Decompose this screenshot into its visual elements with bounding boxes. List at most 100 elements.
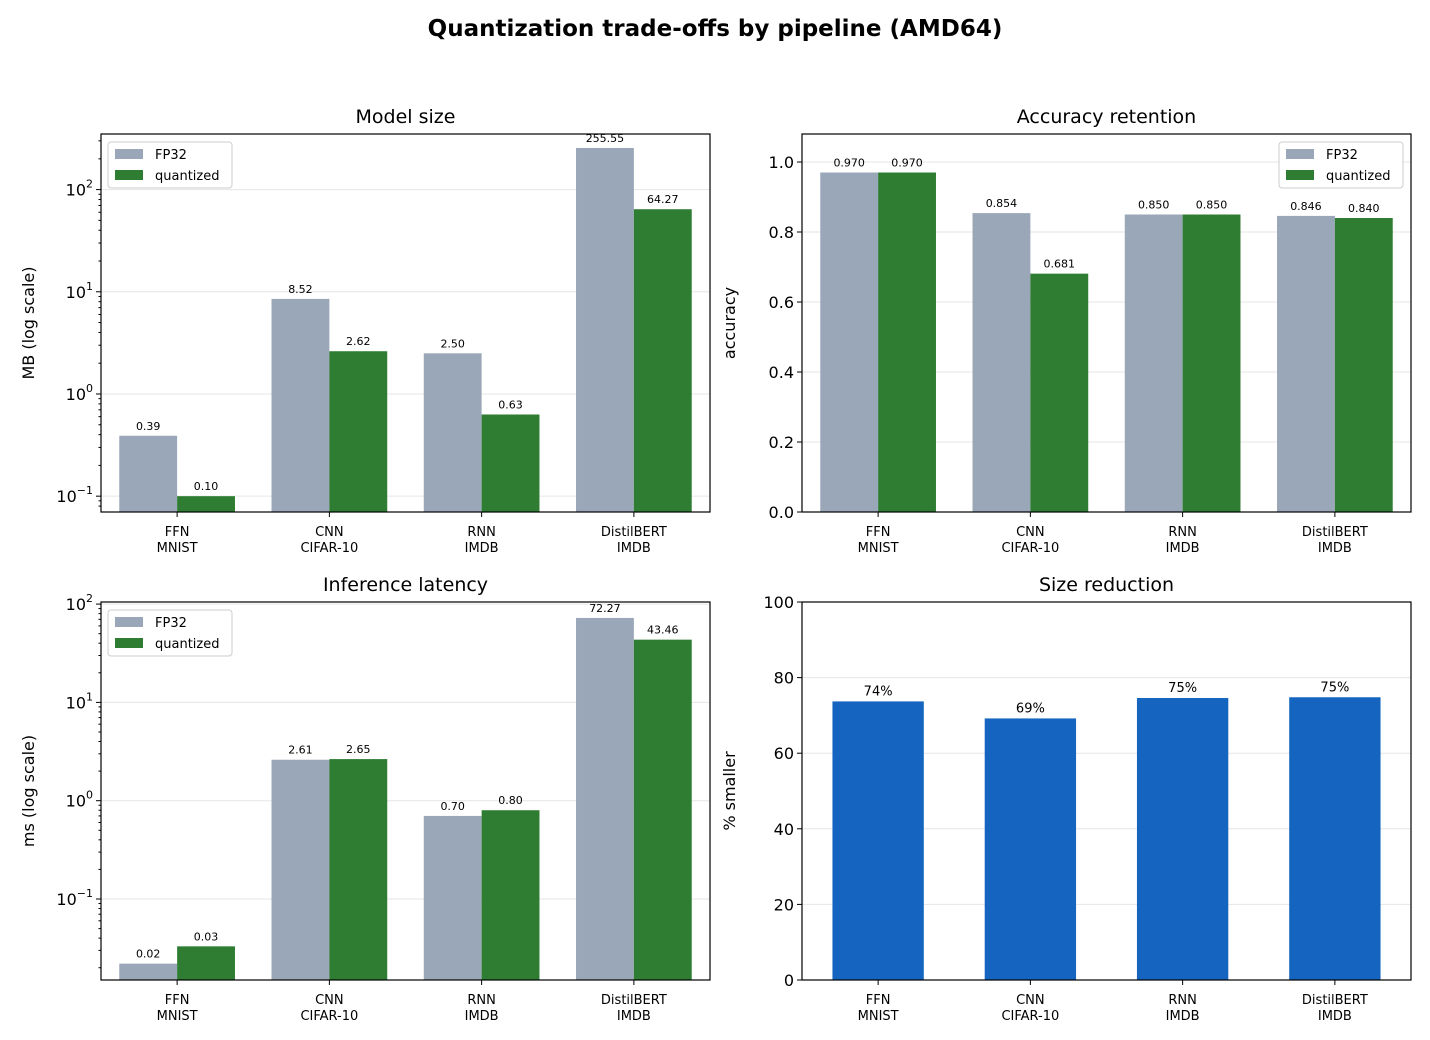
- legend: FP32 quantized: [107, 141, 233, 189]
- y-tick-label-exponent: 0: [86, 789, 93, 802]
- bar: [329, 351, 388, 512]
- bar: [481, 810, 540, 980]
- bar: [1334, 218, 1393, 512]
- axes-frame: [100, 133, 711, 513]
- bar: [119, 435, 178, 512]
- y-tick-label-base: 10: [66, 385, 86, 404]
- x-tick-label-model: CNN: [315, 525, 344, 540]
- subplot-title: Inference latency: [323, 574, 488, 596]
- y-tick-label: 100: [66, 382, 93, 404]
- axes-frame: [801, 601, 1412, 981]
- data-label: 255.55: [586, 132, 625, 145]
- data-label: 0.70: [440, 800, 465, 813]
- data-label: 0.854: [986, 197, 1018, 210]
- axes-frame: [801, 133, 1412, 513]
- y-tick-label: 0.4: [769, 363, 794, 382]
- y-tick-label: 0.8: [769, 223, 794, 242]
- data-label: 0.970: [891, 157, 923, 170]
- data-label: 2.65: [346, 743, 371, 756]
- figure-title: Quantization trade-offs by pipeline (AMD…: [427, 16, 1003, 42]
- x-tick-label-model: RNN: [1168, 993, 1196, 1008]
- x-tick-label-model: DistilBERT: [601, 525, 667, 540]
- legend: FP32 quantized: [1278, 141, 1404, 189]
- bar: [119, 963, 178, 980]
- y-axis-label: ms (log scale): [19, 735, 38, 847]
- x-tick-label-dataset: MNIST: [858, 1009, 899, 1024]
- x-tick-label-model: DistilBERT: [601, 993, 667, 1008]
- x-tick-label-dataset: IMDB: [1166, 1009, 1200, 1024]
- bar: [423, 353, 482, 512]
- bar: [633, 639, 692, 980]
- y-tick-label: 100: [66, 789, 93, 811]
- y-tick-label-base: 10: [66, 283, 86, 302]
- bar: [1182, 214, 1241, 512]
- y-axis-label: accuracy: [720, 287, 739, 359]
- x-tick-label-dataset: IMDB: [1318, 541, 1352, 556]
- bar: [984, 718, 1077, 980]
- data-label: 0.850: [1196, 199, 1228, 212]
- bar: [177, 946, 235, 980]
- x-tick-label-dataset: CIFAR-10: [1001, 541, 1059, 556]
- bar: [177, 496, 235, 512]
- bar: [329, 759, 388, 980]
- y-axis-label: MB (log scale): [19, 266, 38, 379]
- y-tick-label-exponent: 1: [86, 280, 93, 293]
- data-label: 0.846: [1290, 200, 1322, 213]
- legend-label: quantized: [1326, 169, 1390, 184]
- y-tick-label: 0: [784, 971, 794, 990]
- x-tick-label-dataset: MNIST: [157, 541, 198, 556]
- data-label: 0.03: [194, 930, 219, 943]
- x-tick-label-model: DistilBERT: [1302, 525, 1368, 540]
- bar: [271, 759, 330, 980]
- x-tick-label-dataset: IMDB: [1318, 1009, 1352, 1024]
- x-tick-label-model: FFN: [866, 993, 891, 1008]
- data-label: 69%: [1016, 701, 1045, 716]
- y-tick-label-exponent: 0: [86, 382, 93, 395]
- y-tick-label: 100: [763, 593, 794, 612]
- x-tick-label-model: CNN: [315, 993, 344, 1008]
- data-label: 0.681: [1044, 258, 1076, 271]
- bar: [481, 414, 540, 512]
- data-label: 0.840: [1348, 202, 1380, 215]
- x-tick-label-model: FFN: [165, 525, 190, 540]
- bar: [1289, 697, 1381, 980]
- x-tick-label-model: FFN: [165, 993, 190, 1008]
- x-tick-label-model: CNN: [1016, 993, 1045, 1008]
- y-tick-label: 20: [774, 895, 794, 914]
- y-tick-label: 101: [66, 690, 93, 712]
- data-label: 0.80: [498, 794, 523, 807]
- y-tick-label: 80: [774, 669, 794, 688]
- data-label: 0.970: [833, 157, 865, 170]
- legend-swatch: [115, 617, 143, 627]
- data-label: 8.52: [288, 283, 313, 296]
- y-tick-label: 40: [774, 820, 794, 839]
- x-tick-label-dataset: IMDB: [617, 541, 651, 556]
- y-tick-label-exponent: 1: [86, 690, 93, 703]
- data-label: 0.850: [1138, 199, 1170, 212]
- bar: [423, 815, 482, 980]
- x-tick-label-dataset: IMDB: [617, 1009, 651, 1024]
- legend-label: quantized: [155, 169, 219, 184]
- x-tick-label-dataset: IMDB: [465, 1009, 499, 1024]
- x-tick-label-dataset: CIFAR-10: [300, 541, 358, 556]
- data-label: 43.46: [647, 624, 679, 637]
- y-tick-label: 10−1: [56, 887, 93, 909]
- data-label: 75%: [1320, 680, 1349, 695]
- x-tick-label-dataset: IMDB: [465, 541, 499, 556]
- y-tick-label: 0.6: [769, 293, 794, 312]
- bar: [1136, 698, 1229, 980]
- x-tick-label-model: CNN: [1016, 525, 1045, 540]
- y-axis-label: % smaller: [720, 751, 739, 831]
- subplot-accuracy-retention: 0.970 0.854 0.850 0.846 0.970 0.681 0.850 0.840…: [720, 106, 1412, 556]
- data-label: 0.39: [136, 420, 161, 433]
- data-label: 75%: [1168, 681, 1197, 696]
- x-tick-label-model: RNN: [467, 993, 495, 1008]
- y-tick-label-base: 10: [66, 792, 86, 811]
- data-label: 2.61: [288, 744, 313, 757]
- data-label: 64.27: [647, 193, 679, 206]
- y-tick-label: 10−1: [56, 484, 93, 506]
- subplot-title: Size reduction: [1039, 574, 1174, 596]
- x-tick-label-model: FFN: [866, 525, 891, 540]
